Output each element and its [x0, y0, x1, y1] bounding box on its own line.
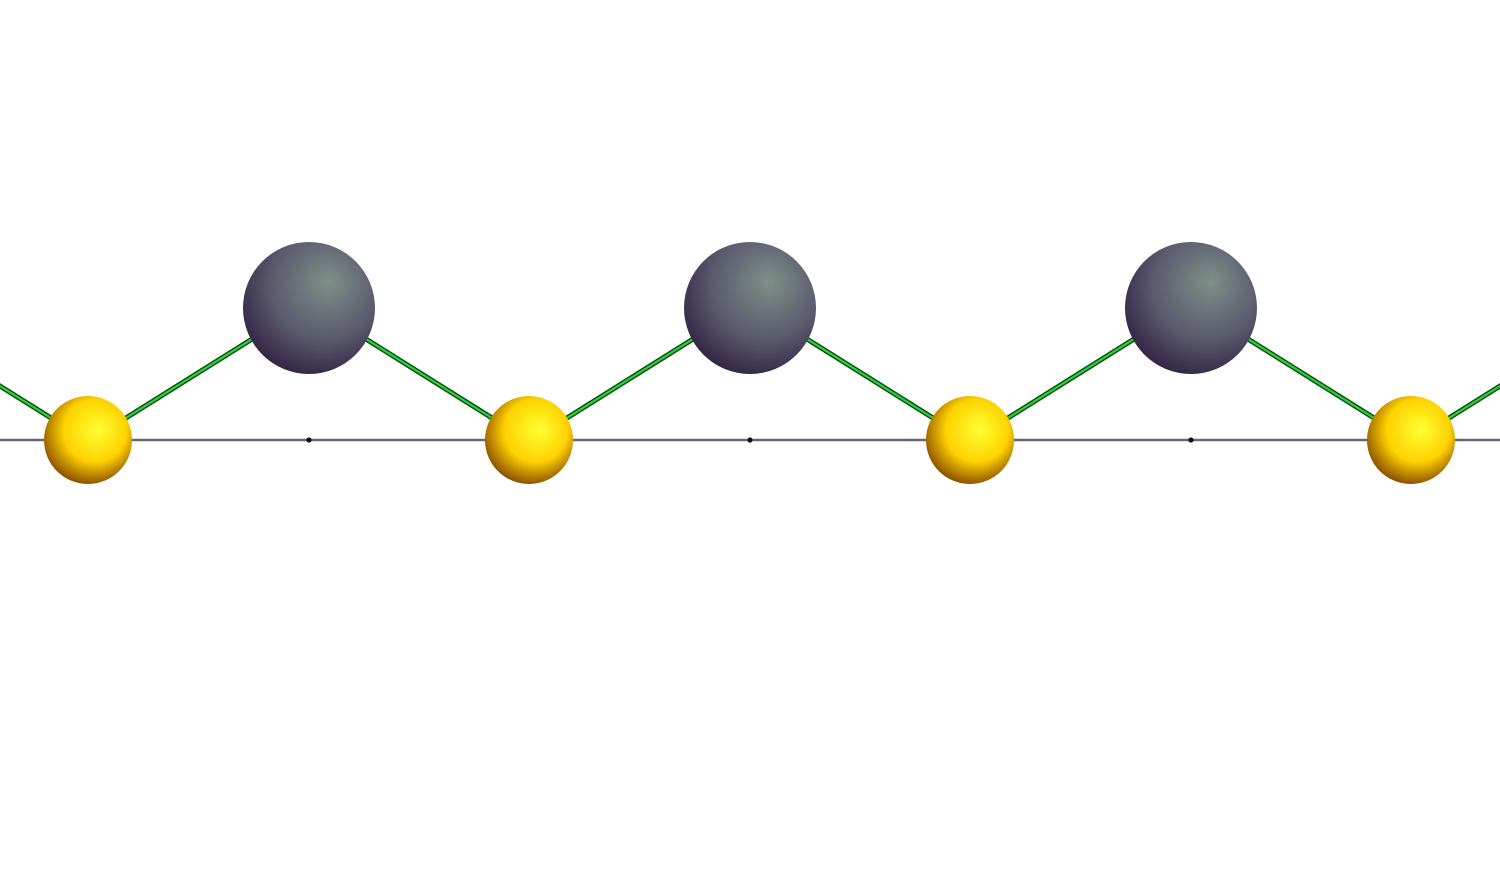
baseline-layer — [0, 437, 1500, 443]
upper-atom-sphere — [684, 242, 816, 374]
bond — [354, 330, 503, 426]
atoms-layer — [44, 242, 1455, 484]
bond — [1236, 330, 1385, 426]
lattice-point-marker — [306, 437, 312, 443]
bond — [556, 330, 705, 426]
bonds-layer — [0, 330, 1500, 426]
upper-atom-sphere — [1125, 242, 1257, 374]
lattice-point-marker — [747, 437, 753, 443]
bond — [0, 383, 62, 426]
upper-atom-sphere — [243, 242, 375, 374]
bond — [115, 330, 264, 426]
lower-atom-sphere — [485, 396, 573, 484]
bond — [795, 330, 944, 426]
lower-atom-sphere — [44, 396, 132, 484]
lower-atom-sphere — [1367, 396, 1455, 484]
bond — [997, 330, 1146, 426]
lattice-point-marker — [1188, 437, 1194, 443]
bond — [1438, 383, 1500, 426]
lower-atom-sphere — [926, 396, 1014, 484]
